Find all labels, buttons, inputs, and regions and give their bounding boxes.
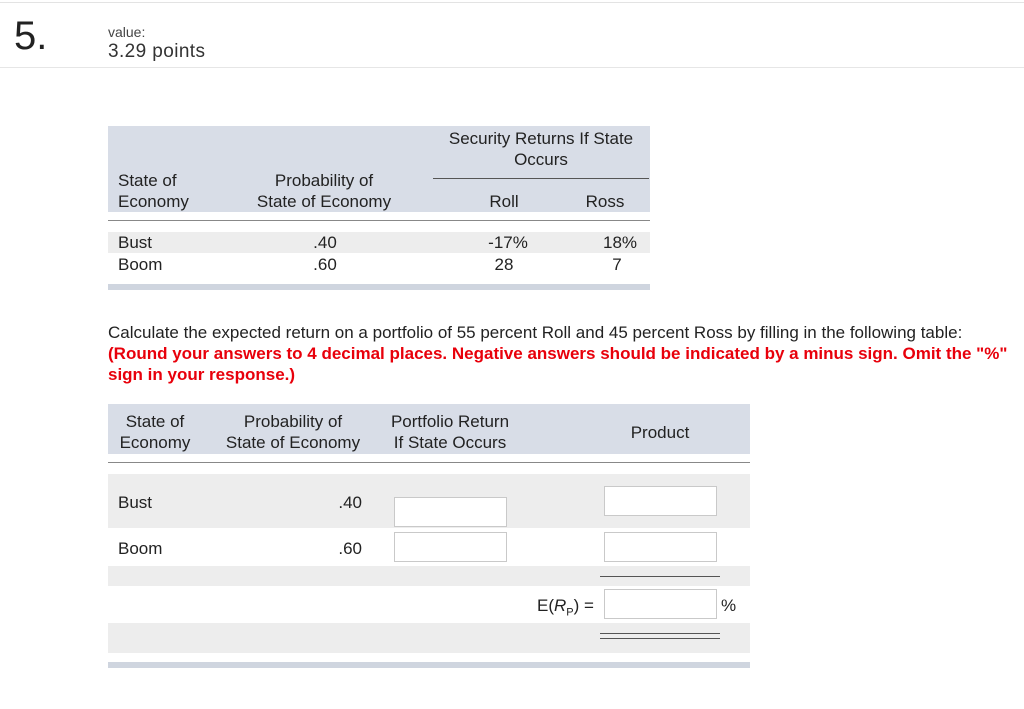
table2-col-return-2: If State Occurs	[393, 433, 507, 452]
table2-boom-prob: .60	[338, 539, 362, 558]
header-divider	[0, 67, 1024, 68]
erp-label-suffix: ) =	[573, 596, 594, 615]
table2-col-prob-2: State of Economy	[225, 433, 361, 452]
table1-group-header: Security Returns If State Occurs	[448, 129, 634, 169]
table2-col-product: Product	[630, 423, 690, 442]
table1-col-prob-2: State of Economy	[256, 192, 392, 211]
table2-header-bg	[108, 404, 750, 454]
table1-boom-ross: 7	[612, 255, 622, 274]
erp-label-prefix: E(	[537, 596, 554, 615]
table1-col-roll: Roll	[489, 192, 519, 211]
total-rule-2	[600, 638, 720, 639]
percent-sign: %	[721, 596, 737, 615]
top-divider	[0, 2, 1024, 3]
erp-label: E(RP) =	[537, 595, 594, 623]
table1-bust-ross: 18%	[602, 233, 638, 252]
expected-return-input[interactable]	[604, 589, 717, 619]
table1-bottom-bar	[108, 284, 650, 290]
table1-boom-roll: 28	[494, 255, 514, 274]
table1-col-prob-1: Probability of	[274, 171, 374, 190]
table2-bust-state: Bust	[118, 493, 153, 512]
question-number: 5.	[14, 14, 48, 58]
table2-bottom-bar	[108, 662, 750, 668]
instructions-highlight: (Round your answers to 4 decimal places.…	[108, 344, 1008, 384]
table2-bust-prob: .40	[338, 493, 362, 512]
boom-product-input[interactable]	[604, 532, 717, 562]
table1-bust-roll: -17%	[488, 233, 528, 252]
table2-col-return-1: Portfolio Return	[390, 412, 510, 431]
table2-header-rule	[108, 462, 750, 463]
table1-col-ross: Ross	[585, 192, 625, 211]
value-label: value:	[108, 24, 146, 40]
instructions-text: Calculate the expected return on a portf…	[108, 323, 963, 342]
table1-boom-state: Boom	[118, 255, 163, 274]
table1-boom-prob: .60	[313, 255, 337, 274]
table1-group-rule	[433, 178, 649, 179]
table1-bust-prob: .40	[313, 233, 337, 252]
erp-label-sub: P	[566, 606, 574, 619]
table1-col-state-2: Economy	[118, 192, 189, 211]
table2-col-prob-1: Probability of	[243, 412, 343, 431]
table1-header-bg	[108, 126, 650, 212]
erp-label-var: R	[554, 596, 567, 615]
table1-col-state-1: State of	[118, 171, 177, 190]
total-rule-1	[600, 633, 720, 634]
sum-rule	[600, 576, 720, 577]
table2-col-state-1: State of	[125, 412, 185, 431]
bust-product-input[interactable]	[604, 486, 717, 516]
table1-header-rule	[108, 220, 650, 221]
table2-spacer-bg	[108, 566, 750, 586]
boom-portfolio-return-input[interactable]	[394, 532, 507, 562]
bust-portfolio-return-input[interactable]	[394, 497, 507, 527]
instructions: Calculate the expected return on a portf…	[108, 322, 1008, 385]
table1-bust-state: Bust	[118, 233, 153, 252]
table2-col-state-2: Economy	[119, 433, 191, 452]
table2-boom-state: Boom	[118, 539, 163, 558]
table1-row-bust-bg	[108, 232, 650, 253]
points-value: 3.29 points	[108, 41, 206, 62]
